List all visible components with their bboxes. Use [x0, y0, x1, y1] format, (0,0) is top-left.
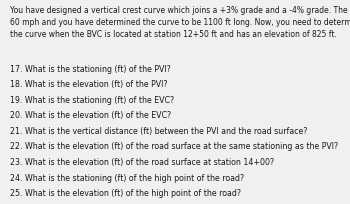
Text: 19. What is the stationing (ft) of the EVC?: 19. What is the stationing (ft) of the E…: [10, 95, 175, 104]
Text: 18. What is the elevation (ft) of the PVI?: 18. What is the elevation (ft) of the PV…: [10, 80, 168, 89]
Text: 21. What is the vertical distance (ft) between the PVI and the road surface?: 21. What is the vertical distance (ft) b…: [10, 126, 308, 135]
Text: 20. What is the elevation (ft) of the EVC?: 20. What is the elevation (ft) of the EV…: [10, 111, 172, 120]
Text: You have designed a vertical crest curve which joins a +3% grade and a -4% grade: You have designed a vertical crest curve…: [10, 6, 350, 39]
Text: 23. What is the elevation (ft) of the road surface at station 14+00?: 23. What is the elevation (ft) of the ro…: [10, 157, 275, 166]
Text: 25. What is the elevation (ft) of the high point of the road?: 25. What is the elevation (ft) of the hi…: [10, 188, 241, 197]
Text: 17. What is the stationing (ft) of the PVI?: 17. What is the stationing (ft) of the P…: [10, 64, 171, 73]
Text: 24. What is the stationing (ft) of the high point of the road?: 24. What is the stationing (ft) of the h…: [10, 173, 245, 182]
Text: 22. What is the elevation (ft) of the road surface at the same stationing as the: 22. What is the elevation (ft) of the ro…: [10, 142, 339, 151]
